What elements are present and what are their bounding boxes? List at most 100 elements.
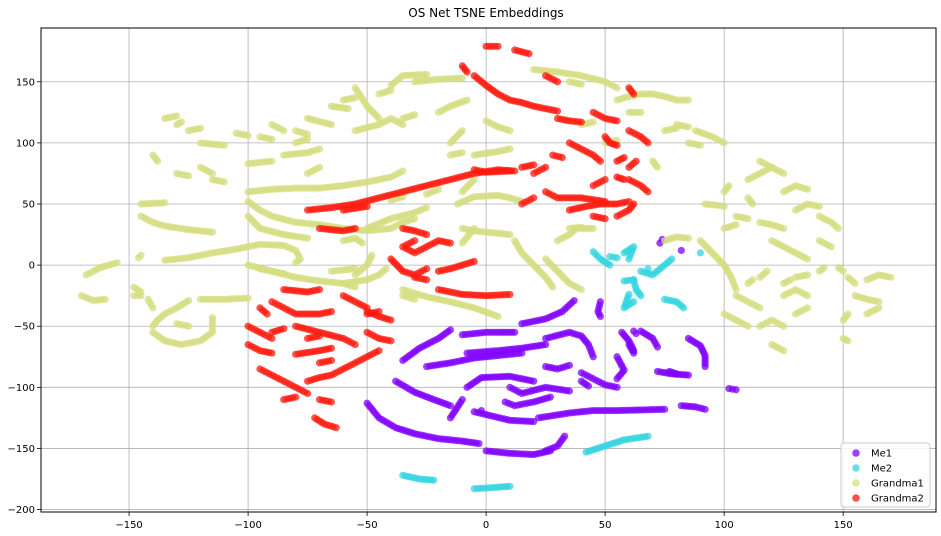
data-point xyxy=(423,204,431,212)
legend-marker xyxy=(852,494,860,502)
y-tick-label: −100 xyxy=(8,383,35,394)
data-point xyxy=(506,482,514,490)
data-point xyxy=(130,283,138,291)
legend-box xyxy=(840,442,931,508)
y-tick-label: −200 xyxy=(8,505,35,516)
data-point xyxy=(542,340,550,349)
data-point xyxy=(327,356,335,365)
data-point xyxy=(327,398,335,406)
data-point xyxy=(577,285,585,294)
y-tick-label: 0 xyxy=(29,261,35,272)
data-point xyxy=(130,292,138,300)
data-point xyxy=(263,310,271,318)
data-point xyxy=(744,215,752,223)
legend-marker xyxy=(852,479,860,487)
data-point xyxy=(268,157,276,165)
data-point xyxy=(268,135,276,143)
data-point xyxy=(399,120,407,129)
data-point xyxy=(351,224,359,233)
data-point xyxy=(154,157,162,165)
data-point xyxy=(351,283,359,291)
data-point xyxy=(606,261,614,269)
data-point xyxy=(470,224,478,233)
data-point xyxy=(780,224,788,233)
data-point xyxy=(644,188,652,196)
data-point xyxy=(696,141,704,149)
data-point xyxy=(653,163,662,171)
data-point xyxy=(332,424,340,432)
data-point xyxy=(803,255,812,263)
data-point xyxy=(542,447,550,455)
data-point xyxy=(601,175,609,184)
data-point xyxy=(803,185,812,193)
legend-marker xyxy=(852,464,860,472)
x-tick-label: −100 xyxy=(234,520,261,531)
x-tick-label: −150 xyxy=(115,520,142,531)
data-point xyxy=(208,314,216,322)
axis-ticks: −150 −100 −50 0 50 100 150 −200 −150 −100 −50 0 50 10… xyxy=(8,77,853,531)
data-point xyxy=(530,377,538,385)
data-point xyxy=(589,118,597,126)
data-point xyxy=(577,118,585,126)
data-point xyxy=(423,276,431,284)
data-point xyxy=(244,294,252,302)
data-point xyxy=(570,296,578,305)
data-point xyxy=(780,169,788,178)
data-point xyxy=(684,96,693,104)
data-point xyxy=(363,202,371,211)
data-point xyxy=(244,131,252,140)
data-point xyxy=(411,111,419,119)
data-point xyxy=(549,283,557,291)
data-point xyxy=(637,292,645,300)
data-point xyxy=(565,387,574,395)
data-point xyxy=(351,340,359,349)
data-point xyxy=(458,127,466,135)
data-point xyxy=(803,304,812,312)
data-point xyxy=(613,383,621,391)
data-point xyxy=(613,254,621,262)
data-point xyxy=(844,337,852,345)
data-point xyxy=(506,230,514,239)
data-point xyxy=(382,265,390,273)
data-point xyxy=(803,292,812,300)
data-point xyxy=(620,175,628,184)
data-point xyxy=(720,139,728,147)
data-point xyxy=(137,251,145,259)
data-point xyxy=(268,334,276,343)
legend-label: Me2 xyxy=(871,464,892,475)
x-tick-label: −50 xyxy=(357,520,378,531)
data-point xyxy=(725,182,733,190)
data-point xyxy=(558,153,566,162)
data-point xyxy=(677,246,685,255)
data-point xyxy=(744,322,752,330)
data-point xyxy=(458,74,466,82)
data-point xyxy=(494,42,502,50)
data-point xyxy=(411,295,419,303)
data-point xyxy=(173,112,181,120)
data-point xyxy=(506,127,514,135)
data-point xyxy=(684,371,693,379)
data-point xyxy=(387,337,395,345)
data-point xyxy=(351,94,359,102)
data-point xyxy=(620,153,628,162)
y-tick-label: 100 xyxy=(16,138,35,149)
data-point xyxy=(423,70,431,79)
data-point xyxy=(506,290,514,299)
data-point xyxy=(589,224,597,233)
data-point xyxy=(530,194,538,202)
data-point xyxy=(375,347,383,355)
data-point xyxy=(327,120,335,129)
data-point xyxy=(184,322,193,330)
data-point xyxy=(684,234,693,242)
data-point xyxy=(423,265,431,273)
y-tick-label: 150 xyxy=(16,77,35,88)
data-point xyxy=(630,349,638,357)
data-point xyxy=(680,304,688,312)
data-point xyxy=(525,50,533,58)
data-point xyxy=(696,249,704,257)
data-point xyxy=(653,343,662,351)
data-point xyxy=(208,169,216,178)
data-point xyxy=(184,296,193,305)
data-point xyxy=(446,414,455,422)
data-point xyxy=(613,141,621,149)
